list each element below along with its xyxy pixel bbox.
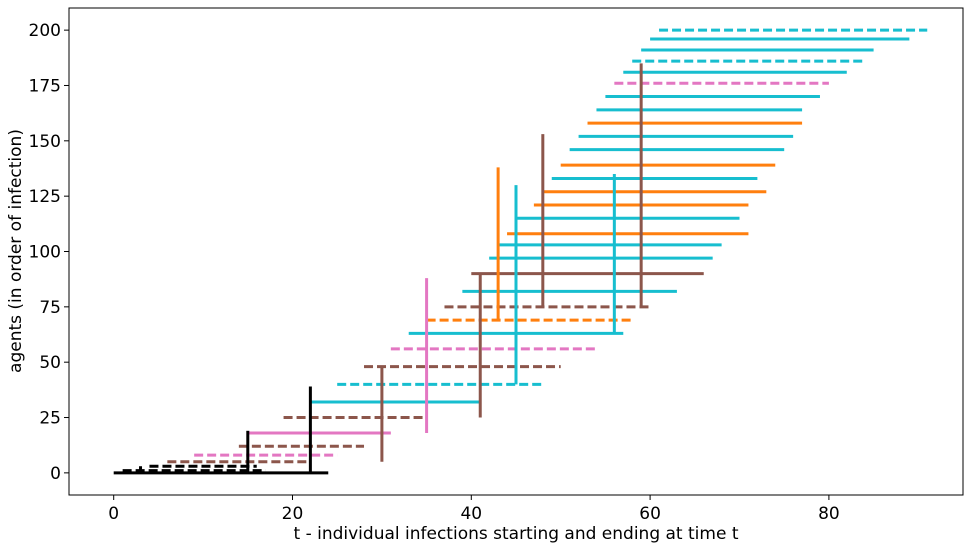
- x-axis-label: t - individual infections starting and e…: [294, 524, 739, 544]
- x-tick-label: 40: [460, 504, 482, 524]
- y-tick-label: 25: [39, 409, 61, 429]
- x-tick-label: 60: [639, 504, 661, 524]
- x-axis-ticks: 0 20 40 60 80: [108, 495, 840, 524]
- y-tick-label: 50: [39, 353, 61, 373]
- x-tick-label: 20: [282, 504, 304, 524]
- y-axis-label: agents (in order of infection): [6, 129, 26, 373]
- y-axis-ticks: 0 25 50 75 100 125 150 175 200: [29, 21, 69, 484]
- y-tick-label: 75: [39, 298, 61, 318]
- y-tick-label: 0: [50, 464, 61, 484]
- infection-spans: [113, 28, 928, 475]
- x-tick-label: 0: [108, 504, 119, 524]
- transmission-links: [139, 63, 643, 473]
- y-tick-label: 100: [29, 243, 61, 263]
- x-tick-label: 80: [818, 504, 840, 524]
- y-tick-label: 175: [29, 76, 61, 96]
- y-tick-label: 200: [29, 21, 61, 41]
- y-tick-label: 150: [29, 132, 61, 152]
- y-tick-label: 125: [29, 187, 61, 207]
